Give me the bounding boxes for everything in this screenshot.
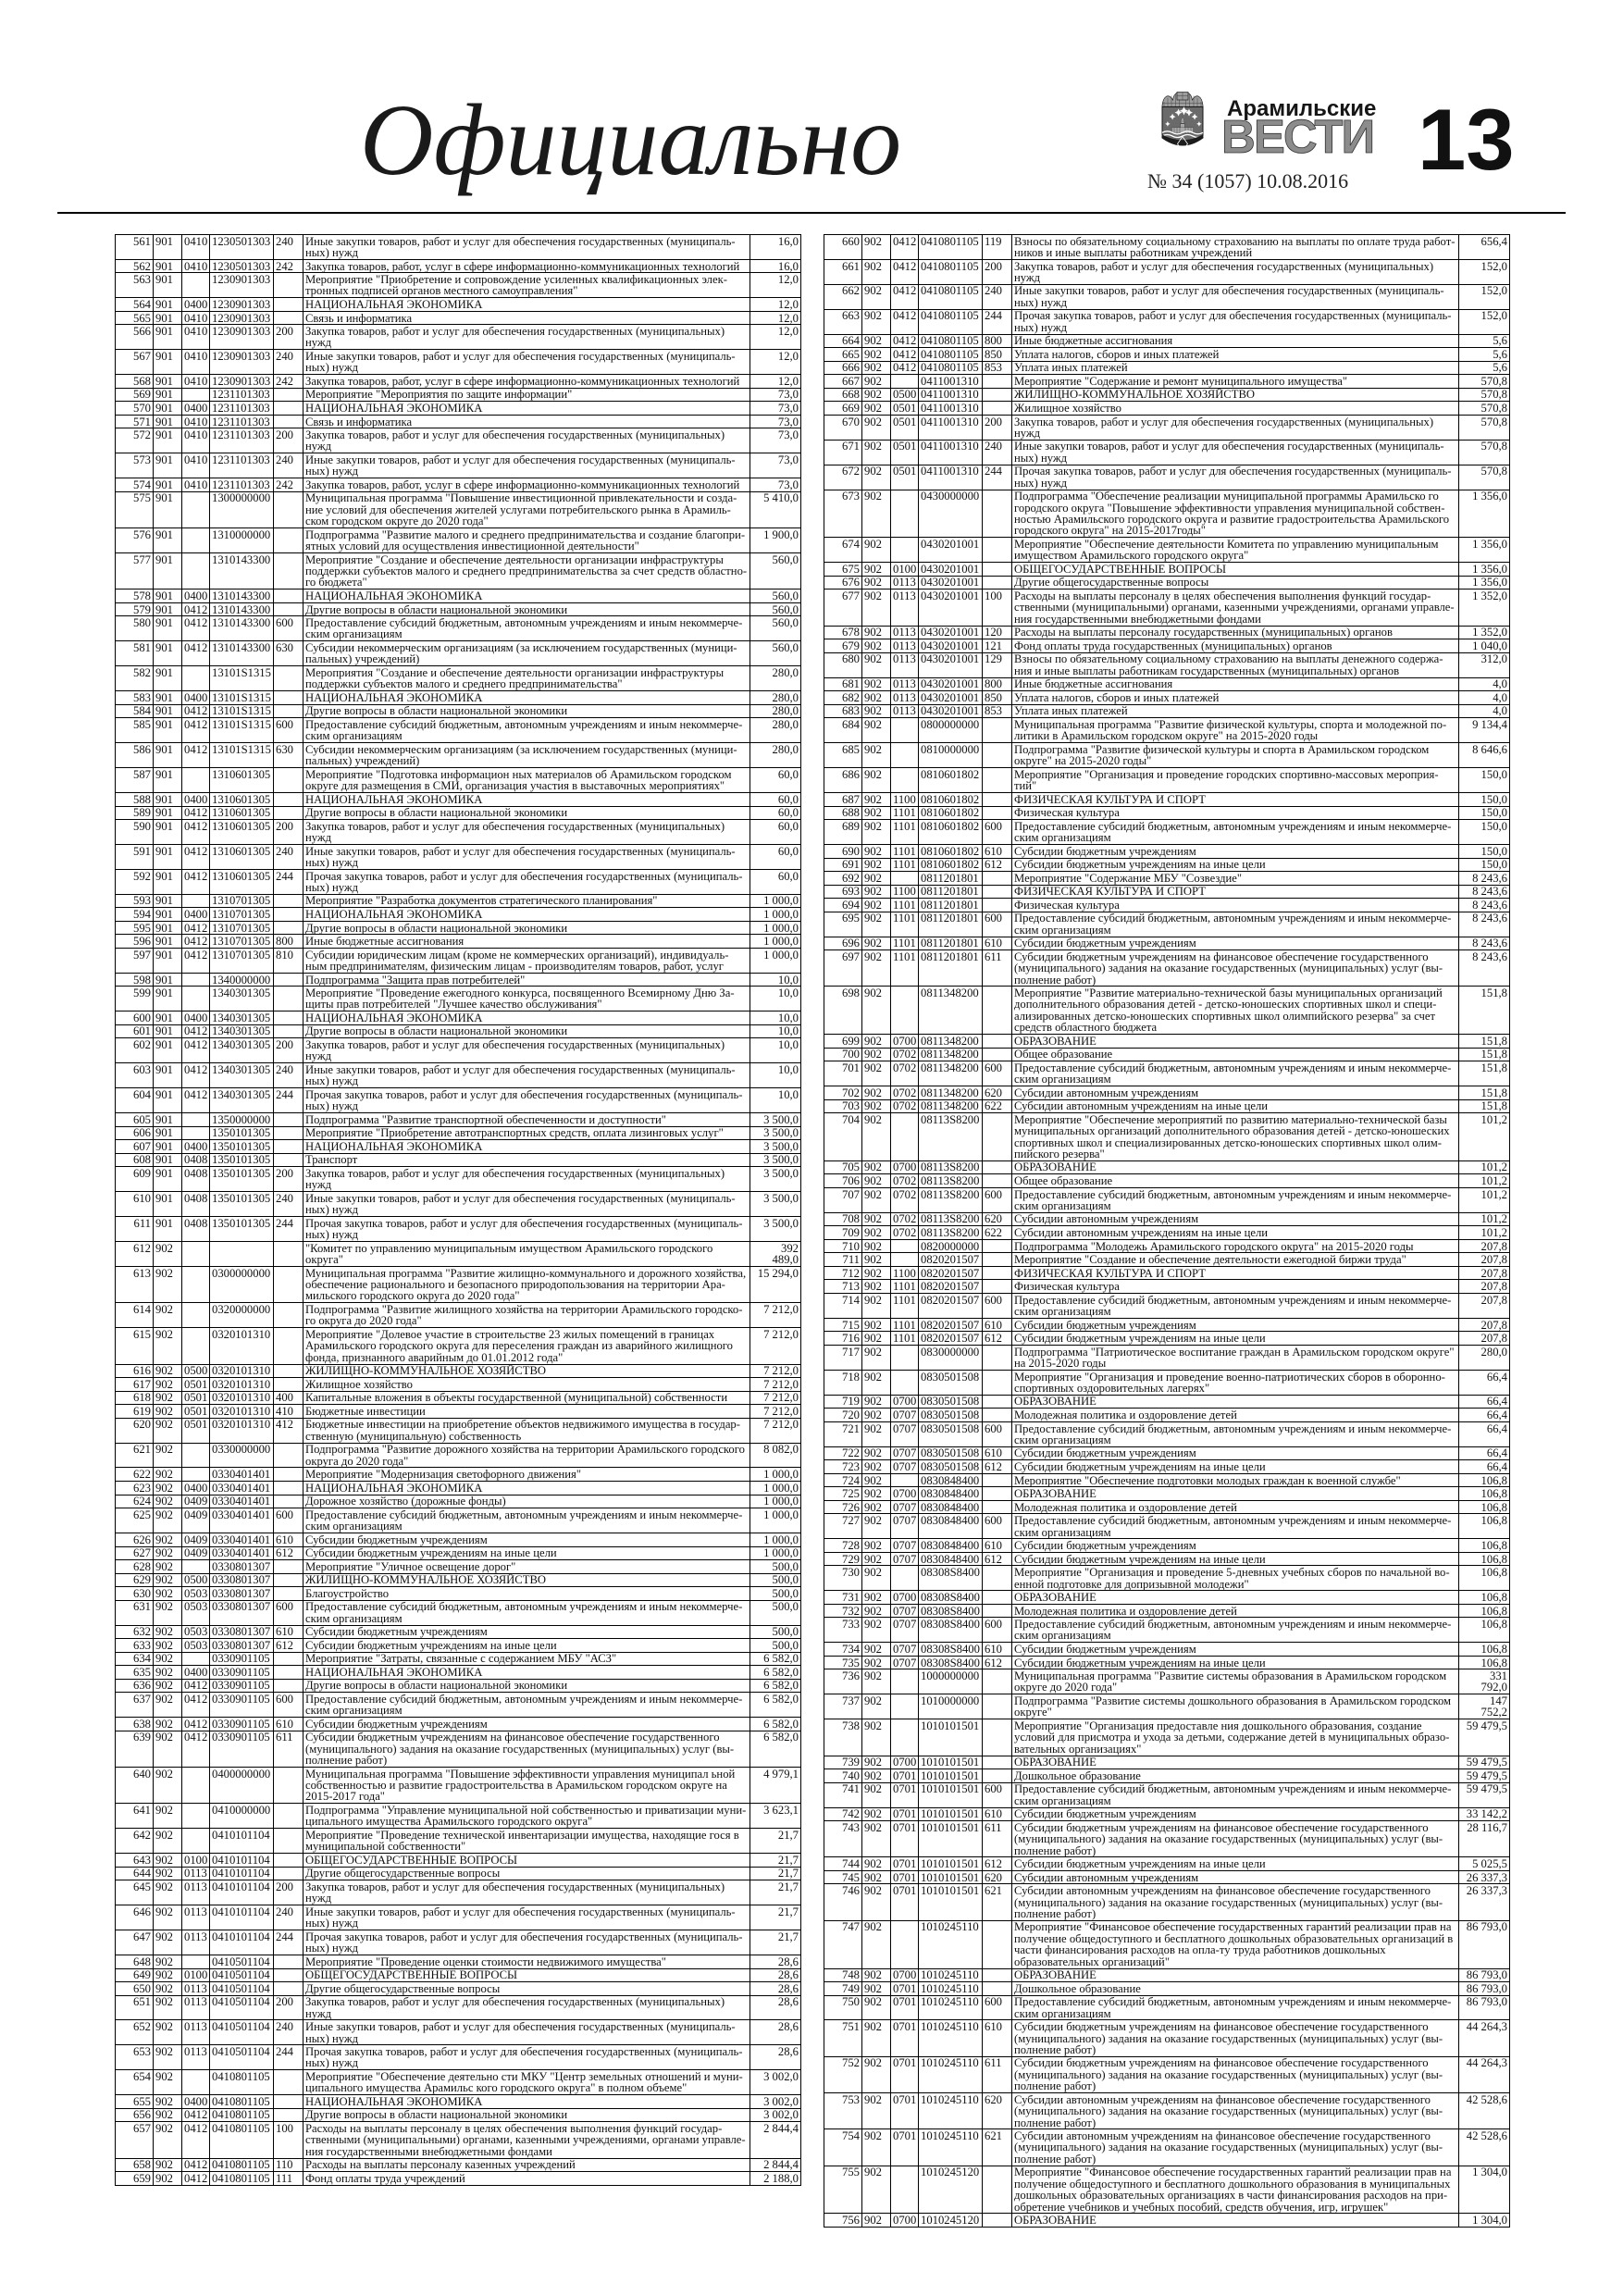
svg-text:№ 34 (1057) 10.08.2016: № 34 (1057) 10.08.2016 xyxy=(1147,169,1348,192)
svg-text:ВЕСТИ: ВЕСТИ xyxy=(1221,110,1373,163)
svg-text:13: 13 xyxy=(1418,91,1515,188)
